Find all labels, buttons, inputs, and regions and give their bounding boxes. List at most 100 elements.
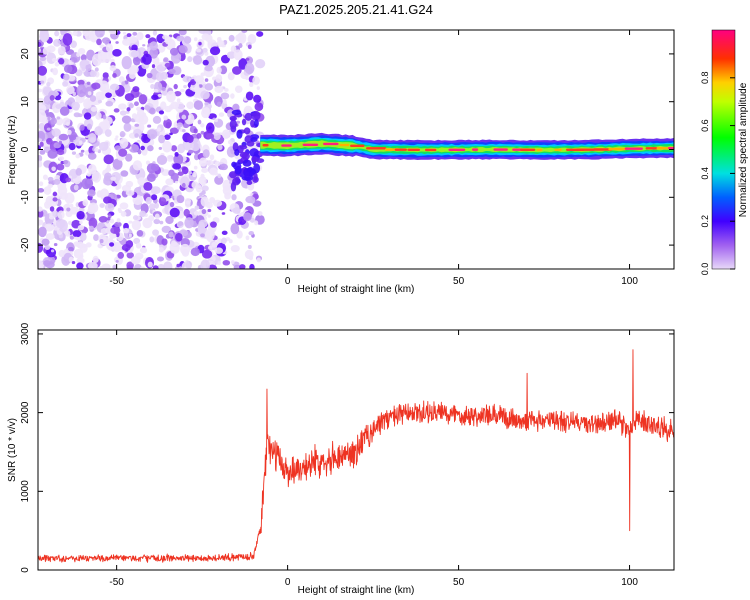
noise-blob xyxy=(136,31,144,41)
noise-blob xyxy=(131,44,138,52)
transition-blob xyxy=(243,167,251,177)
spectrogram-ytick-label: -20 xyxy=(20,237,31,252)
noise-blob xyxy=(217,173,222,179)
noise-blob xyxy=(183,208,190,217)
noise-blob xyxy=(120,133,124,137)
snr-xlabel: Height of straight line (km) xyxy=(298,585,415,596)
noise-blob xyxy=(46,137,53,145)
noise-blob xyxy=(119,138,129,149)
noise-blob xyxy=(214,85,224,94)
noise-blob xyxy=(227,139,232,145)
noise-blob xyxy=(47,116,51,121)
noise-blob xyxy=(187,114,192,119)
noise-blob xyxy=(189,79,196,86)
noise-blob xyxy=(55,218,66,229)
noise-blob xyxy=(62,81,69,87)
noise-blob xyxy=(99,93,105,101)
noise-blob xyxy=(39,30,50,42)
noise-blob xyxy=(103,154,114,165)
noise-blob xyxy=(141,53,152,65)
noise-blob xyxy=(62,117,71,126)
noise-blob xyxy=(57,58,65,65)
noise-blob xyxy=(63,73,70,81)
noise-blob xyxy=(96,38,102,46)
noise-blob xyxy=(132,31,138,36)
noise-blob xyxy=(161,238,168,246)
noise-blob xyxy=(134,123,140,127)
noise-blob xyxy=(181,166,189,175)
noise-blob xyxy=(106,164,111,169)
noise-blob xyxy=(180,88,185,93)
noise-blob xyxy=(236,31,247,45)
noise-blob xyxy=(91,171,102,183)
noise-blob xyxy=(168,68,176,75)
noise-blob xyxy=(210,221,217,228)
spectrogram-xtick-label: 50 xyxy=(453,276,465,287)
transition-blob xyxy=(246,180,253,186)
noise-blob xyxy=(51,210,59,218)
transition-blob xyxy=(241,176,252,181)
noise-blob xyxy=(151,64,156,69)
noise-blob xyxy=(244,75,249,81)
noise-blob xyxy=(173,83,178,90)
noise-blob xyxy=(183,84,187,89)
noise-blob xyxy=(38,109,47,123)
noise-blob xyxy=(50,249,55,253)
noise-blob xyxy=(160,101,167,110)
noise-blob xyxy=(163,261,173,269)
noise-blob xyxy=(217,144,223,151)
noise-blob xyxy=(89,95,97,102)
noise-blob xyxy=(142,44,146,47)
noise-blob xyxy=(214,247,224,254)
colorbar-tick-label: 0.0 xyxy=(700,263,710,276)
noise-blob xyxy=(79,60,88,66)
figure-title: PAZ1.2025.205.21.41.G24 xyxy=(279,2,433,17)
noise-blob xyxy=(169,242,180,254)
noise-blob xyxy=(245,195,256,204)
noise-blob xyxy=(190,247,200,257)
noise-blob xyxy=(130,50,140,58)
snr-ylabel: SNR (10 * v/v) xyxy=(7,418,18,482)
noise-blob xyxy=(153,218,161,225)
noise-blob xyxy=(112,158,123,170)
transition-blob xyxy=(253,172,258,181)
noise-blob xyxy=(201,167,209,174)
noise-blob xyxy=(52,197,58,202)
noise-blob xyxy=(196,132,202,139)
noise-blob xyxy=(121,244,131,252)
noise-blob xyxy=(57,45,66,55)
spectrogram-ytick-label: 10 xyxy=(20,96,31,108)
noise-blob xyxy=(139,266,146,269)
noise-blob xyxy=(118,209,123,213)
noise-blob xyxy=(176,126,181,130)
transition-blob xyxy=(239,151,249,158)
noise-blob xyxy=(124,93,135,102)
noise-blob xyxy=(145,34,151,39)
noise-blob xyxy=(177,221,184,226)
noise-blob xyxy=(201,190,206,195)
noise-blob xyxy=(181,114,187,120)
noise-blob xyxy=(43,123,52,133)
noise-blob xyxy=(149,107,156,115)
noise-blob xyxy=(193,128,198,134)
noise-blob xyxy=(201,185,209,192)
noise-blob xyxy=(163,118,172,129)
noise-blob xyxy=(87,262,98,269)
noise-blob xyxy=(227,72,235,81)
noise-blob xyxy=(90,106,98,112)
noise-blob xyxy=(140,145,145,151)
noise-blob xyxy=(200,90,210,100)
noise-blob xyxy=(68,135,77,141)
noise-blob xyxy=(201,33,210,41)
noise-blob xyxy=(209,167,218,176)
noise-blob xyxy=(252,76,260,85)
noise-blob xyxy=(202,59,209,66)
noise-blob xyxy=(98,216,108,223)
noise-blob xyxy=(128,233,132,238)
noise-blob xyxy=(181,182,186,188)
noise-blob xyxy=(197,223,206,233)
noise-blob xyxy=(193,211,200,216)
noise-blob xyxy=(197,119,202,125)
noise-blob xyxy=(200,123,205,128)
